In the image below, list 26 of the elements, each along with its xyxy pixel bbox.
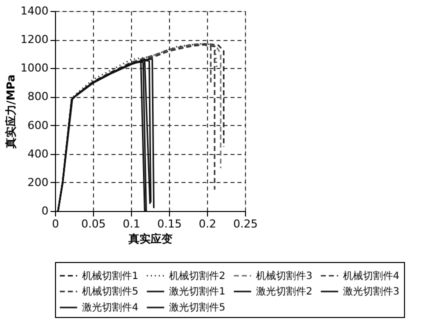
- x-tick-label: 0.15: [157, 218, 182, 230]
- x-tick-label: 0: [52, 218, 59, 230]
- legend-label: 机械切割件1: [82, 270, 138, 282]
- y-tick-label: 400: [28, 147, 48, 160]
- x-axis-title: 真实应变: [128, 232, 172, 246]
- x-tick-label: 0.25: [233, 218, 258, 230]
- legend-label: 机械切割件4: [343, 270, 400, 282]
- x-tick-label: 0.1: [122, 218, 140, 230]
- y-tick-label: 1200: [20, 33, 48, 46]
- y-tick-label: 1400: [20, 4, 48, 18]
- legend-label: 激光切割件4: [82, 302, 138, 314]
- legend-label: 激光切割件1: [169, 286, 226, 298]
- y-axis-title: 真实应力/MPa: [4, 74, 18, 150]
- x-tick-label: 0.2: [198, 218, 216, 230]
- y-tick-label: 200: [28, 176, 48, 189]
- legend-label: 机械切割件2: [169, 270, 226, 282]
- x-tick-label: 0.05: [81, 218, 106, 230]
- y-tick-label: 0: [42, 204, 48, 218]
- y-tick-label: 1000: [20, 62, 48, 75]
- legend-label: 激光切割件5: [169, 302, 226, 314]
- y-tick-label: 800: [28, 90, 48, 104]
- legend-label: 机械切割件3: [256, 270, 312, 282]
- legend-label: 激光切割件2: [256, 286, 312, 298]
- y-tick-label: 600: [28, 118, 48, 132]
- legend-label: 激光切割件3: [343, 286, 400, 298]
- legend-label: 机械切割件5: [82, 286, 138, 298]
